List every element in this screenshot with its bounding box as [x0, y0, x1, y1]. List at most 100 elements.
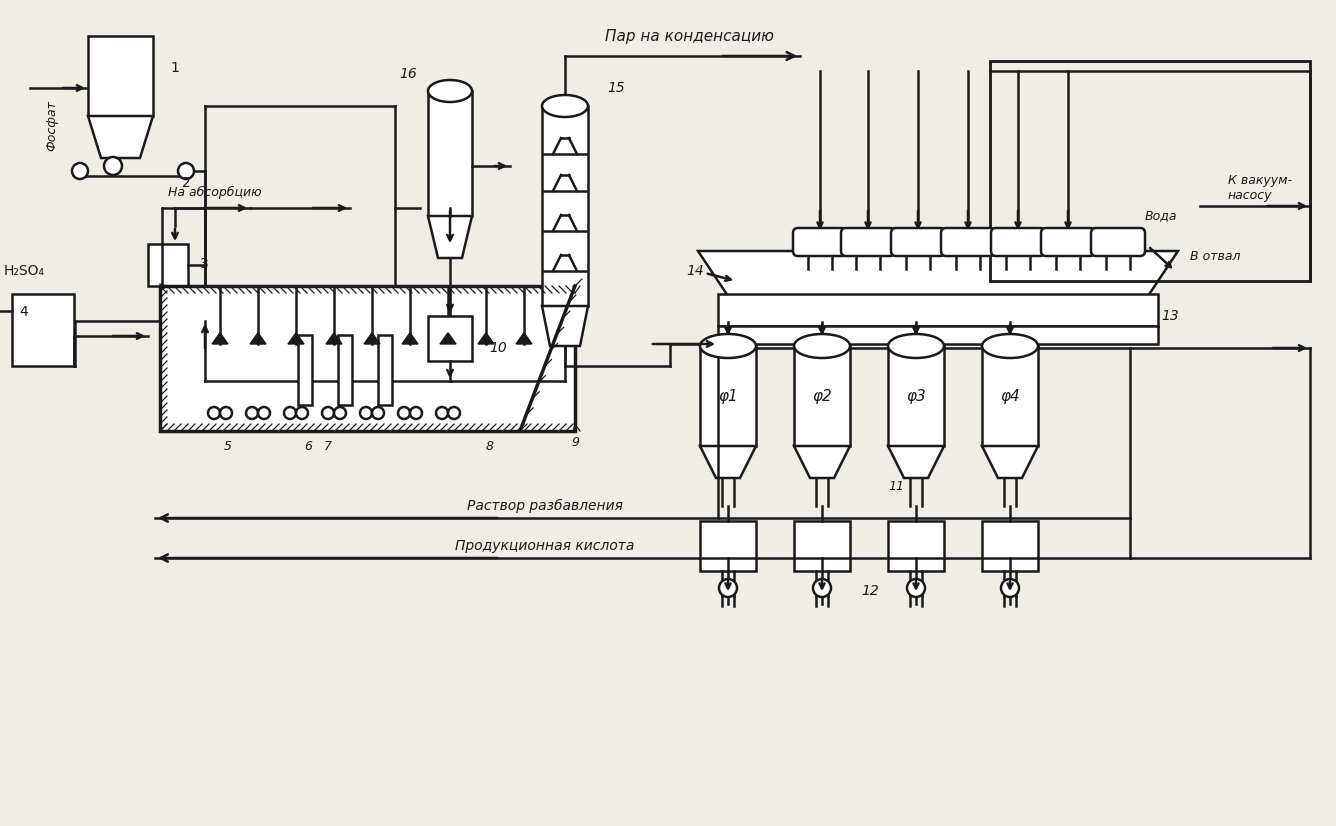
Circle shape — [334, 407, 346, 419]
Circle shape — [814, 579, 831, 597]
Circle shape — [178, 163, 194, 179]
Text: 15: 15 — [607, 81, 625, 95]
Text: Пар на конденсацию: Пар на конденсацию — [605, 29, 775, 44]
Polygon shape — [794, 446, 850, 478]
Circle shape — [359, 407, 371, 419]
Polygon shape — [542, 306, 588, 346]
Ellipse shape — [542, 95, 588, 117]
Circle shape — [208, 407, 220, 419]
Text: 12: 12 — [862, 584, 879, 598]
Polygon shape — [697, 251, 1178, 296]
Text: Вода: Вода — [1145, 210, 1177, 222]
Text: 1: 1 — [171, 61, 179, 75]
Circle shape — [72, 163, 88, 179]
Circle shape — [297, 407, 309, 419]
FancyBboxPatch shape — [891, 228, 945, 256]
Text: 4: 4 — [20, 305, 28, 319]
Circle shape — [285, 407, 297, 419]
Bar — [794, 521, 850, 571]
Polygon shape — [363, 333, 379, 344]
Text: φ4: φ4 — [1001, 388, 1019, 403]
FancyBboxPatch shape — [794, 228, 847, 256]
Circle shape — [1001, 579, 1019, 597]
Bar — [888, 521, 945, 571]
Text: φ2: φ2 — [812, 388, 832, 403]
Text: 16: 16 — [399, 67, 417, 81]
Text: 13: 13 — [1161, 309, 1178, 323]
Text: В отвал: В отвал — [1190, 249, 1241, 263]
Circle shape — [322, 407, 334, 419]
Polygon shape — [326, 333, 342, 344]
Ellipse shape — [794, 334, 850, 358]
FancyBboxPatch shape — [840, 228, 895, 256]
Text: На абсорбцию: На абсорбцию — [168, 186, 262, 198]
Polygon shape — [700, 446, 756, 478]
Polygon shape — [428, 216, 472, 258]
FancyBboxPatch shape — [941, 228, 995, 256]
Bar — [378, 335, 391, 405]
Bar — [428, 316, 472, 361]
Circle shape — [907, 579, 925, 597]
Circle shape — [258, 407, 270, 419]
Bar — [298, 335, 313, 405]
Polygon shape — [888, 446, 945, 478]
Polygon shape — [440, 333, 456, 344]
Polygon shape — [289, 333, 305, 344]
Text: Продукционная кислота: Продукционная кислота — [456, 539, 635, 553]
Bar — [794, 346, 850, 446]
Polygon shape — [402, 333, 418, 344]
Circle shape — [719, 579, 737, 597]
Text: 6: 6 — [305, 439, 313, 453]
Polygon shape — [478, 333, 494, 344]
Polygon shape — [212, 333, 228, 344]
Bar — [982, 346, 1038, 446]
FancyBboxPatch shape — [991, 228, 1045, 256]
Bar — [428, 91, 472, 216]
Bar — [542, 106, 588, 306]
Bar — [12, 294, 73, 366]
Circle shape — [436, 407, 448, 419]
Text: H₂SO₄: H₂SO₄ — [4, 264, 45, 278]
Text: 5: 5 — [224, 439, 232, 453]
Bar — [888, 346, 945, 446]
Circle shape — [220, 407, 232, 419]
Text: φ1: φ1 — [719, 388, 737, 403]
Text: 3: 3 — [199, 257, 208, 271]
Text: 8: 8 — [486, 439, 494, 453]
Bar — [982, 521, 1038, 571]
Circle shape — [398, 407, 410, 419]
Text: 7: 7 — [325, 439, 333, 453]
Circle shape — [371, 407, 383, 419]
Text: φ3: φ3 — [906, 388, 926, 403]
Bar — [717, 294, 1158, 326]
Circle shape — [104, 157, 122, 175]
Bar — [717, 326, 1158, 344]
FancyBboxPatch shape — [1092, 228, 1145, 256]
Circle shape — [410, 407, 422, 419]
Text: 9: 9 — [570, 436, 578, 449]
Bar — [700, 521, 756, 571]
Circle shape — [448, 407, 460, 419]
Polygon shape — [250, 333, 266, 344]
Bar — [148, 244, 188, 286]
Bar — [338, 335, 351, 405]
Text: К вакуум-
насосу: К вакуум- насосу — [1228, 174, 1292, 202]
Text: 14: 14 — [687, 264, 704, 278]
Polygon shape — [516, 333, 532, 344]
Bar — [160, 286, 574, 431]
Polygon shape — [88, 116, 154, 158]
Polygon shape — [982, 446, 1038, 478]
Ellipse shape — [700, 334, 756, 358]
Text: 2: 2 — [182, 176, 190, 190]
Bar — [88, 36, 154, 116]
Ellipse shape — [428, 80, 472, 102]
Text: Фосфат: Фосфат — [45, 101, 59, 151]
Text: Раствор разбавления: Раствор разбавления — [468, 499, 623, 513]
Ellipse shape — [982, 334, 1038, 358]
Ellipse shape — [888, 334, 945, 358]
Text: 11: 11 — [888, 480, 904, 492]
Bar — [990, 61, 1311, 281]
Bar — [700, 346, 756, 446]
Circle shape — [246, 407, 258, 419]
Text: 10: 10 — [489, 341, 506, 355]
